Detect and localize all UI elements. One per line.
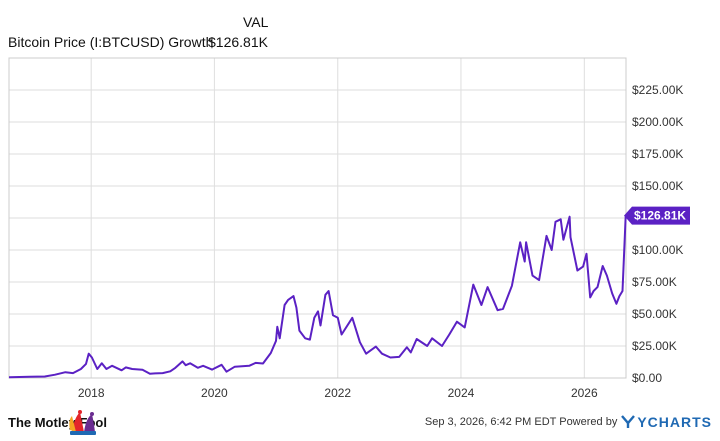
x-axis-labels: 2018 2020 2022 2024 2026 <box>78 386 598 400</box>
ycharts-y-icon <box>621 415 636 428</box>
footer-timestamp: Sep 3, 2026, 6:42 PM EDT Powered by <box>424 416 618 428</box>
chart-title: Bitcoin Price (I:BTCUSD) Growth <box>8 34 213 50</box>
x-tick-label: 2018 <box>78 386 105 400</box>
current-value-flag-label: $126.81K <box>634 209 686 223</box>
x-tick-label: 2024 <box>448 386 475 400</box>
y-tick-label: $50.00K <box>632 307 677 321</box>
series-line-bitcoin-price <box>8 215 627 379</box>
x-tick-label: 2026 <box>571 386 598 400</box>
footer-source: Sep 3, 2026, 6:42 PM EDT Powered by YCHA… <box>425 414 712 430</box>
x-tick-label: 2022 <box>324 386 351 400</box>
jester-hat-icon <box>69 410 96 435</box>
y-tick-label: $100.00K <box>632 243 683 257</box>
y-tick-label: $175.00K <box>632 147 683 161</box>
y-tick-label: $225.00K <box>632 83 683 97</box>
ycharts-wordmark: YCHARTS <box>637 414 712 430</box>
current-value-flag-shape <box>624 206 690 225</box>
current-value-flag: $126.81K <box>624 206 690 225</box>
y-tick-label: $200.00K <box>632 115 683 129</box>
y-tick-label: $25.00K <box>632 339 677 353</box>
value-header: VAL <box>243 14 269 30</box>
y-tick-label: $150.00K <box>632 179 683 193</box>
y-axis-labels: $0.00$25.00K$50.00K$75.00K$100.00K$125.0… <box>632 83 683 385</box>
grid-lines <box>9 58 626 378</box>
y-tick-label: $0.00 <box>632 371 662 385</box>
y-tick-label: $75.00K <box>632 275 677 289</box>
motley-fool-logo: The Motley Fool <box>8 410 107 435</box>
x-tick-label: 2020 <box>201 386 228 400</box>
current-value-header: $126.81K <box>208 34 269 50</box>
motley-fool-brand: The Motley Fool <box>8 408 108 438</box>
